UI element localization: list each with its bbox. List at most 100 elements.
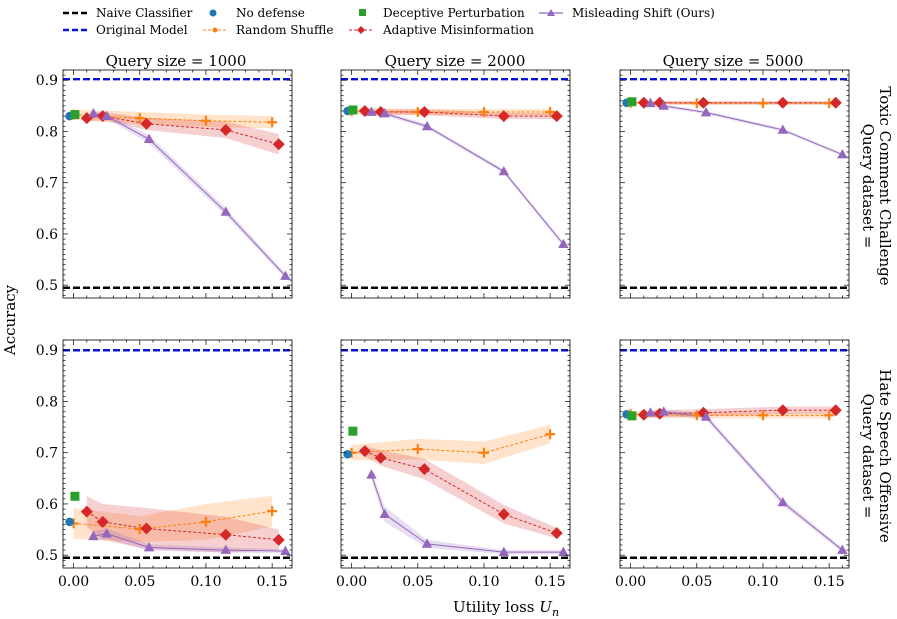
row-title-2-line1: Query dataset = (859, 394, 877, 519)
adaptive-misinformation-point (418, 106, 431, 119)
adaptive-misinformation-point (96, 515, 109, 528)
legend-no-defense: No defense (209, 6, 305, 20)
adaptive-misinformation-band (86, 496, 279, 553)
legend-no-defense-label: No defense (236, 6, 305, 20)
random-shuffle-point (757, 410, 768, 421)
row-title-2: Query dataset = Hate Speech Offensive (859, 369, 894, 543)
legend-original: Original Model (63, 23, 188, 37)
panel-2-3-plot-area (620, 349, 849, 559)
y-tick-label: 0.6 (36, 227, 58, 243)
adaptive-misinformation-point (219, 123, 232, 136)
misleading-shift-line (650, 102, 843, 156)
y-tick-label: 0.8 (36, 394, 58, 410)
misleading-shift-band (371, 470, 564, 555)
panel-2-2-frame (340, 339, 571, 569)
misleading-shift-point (837, 149, 848, 159)
misleading-shift-point (280, 545, 291, 555)
column-title-2: Query size = 2000 (385, 52, 526, 70)
adaptive-misinformation-point (140, 117, 153, 130)
random-shuffle-point (824, 410, 835, 421)
random-shuffle-line (630, 102, 830, 104)
x-tick-label: 0.05 (124, 574, 155, 590)
adaptive-misinformation-point (776, 404, 789, 417)
panel-2-1-ticks (63, 339, 292, 568)
random-shuffle-line (351, 110, 551, 113)
misleading-shift-point (700, 411, 712, 421)
y-tick-label: 0.9 (36, 73, 58, 89)
misleading-shift-point (366, 469, 377, 479)
random-shuffle-band (73, 109, 273, 129)
misleading-shift-point (837, 544, 848, 554)
misleading-shift-point (645, 407, 656, 417)
x-tick-label: 0.15 (535, 574, 566, 590)
x-axis-label-text: Utility loss (453, 598, 539, 616)
x-tick-label: 0.10 (190, 574, 221, 590)
random-shuffle-point (267, 117, 278, 128)
legend-random-shuffle-label: Random Shuffle (236, 23, 333, 37)
panel-1-2 (340, 69, 571, 299)
misleading-shift-point (658, 100, 669, 110)
no-defense-point (65, 517, 74, 527)
x-tick-label: 0.15 (814, 574, 845, 590)
random-shuffle-line (351, 433, 551, 454)
panel-2-1-plot-area (63, 349, 292, 559)
legend-original-label: Original Model (96, 23, 188, 37)
x-tick-label: 0.05 (681, 574, 712, 590)
misleading-shift-point (143, 133, 155, 144)
x-tick-label: 0.10 (747, 574, 778, 590)
misleading-shift-point (421, 538, 433, 548)
misleading-shift-point (220, 544, 232, 554)
misleading-shift-point (777, 124, 789, 134)
misleading-shift-point (645, 97, 656, 108)
random-shuffle-line (73, 114, 273, 123)
y-tick-label: 0.5 (36, 278, 58, 294)
panel-2-1: 0.5 0.6 0.7 0.8 0.9 0.00 0.05 0.10 0.15 (36, 339, 293, 590)
misleading-shift-line (371, 111, 564, 245)
x-tick-label: 0.05 (402, 574, 433, 590)
random-shuffle-point (200, 115, 211, 126)
random-shuffle-point (134, 113, 145, 124)
random-shuffle-point (412, 444, 423, 455)
legend-naive-label: Naive Classifier (96, 6, 193, 20)
legend-naive: Naive Classifier (63, 6, 193, 20)
misleading-shift-band (650, 409, 843, 553)
x-axis-label-sub: n (552, 606, 559, 619)
row-title-2-line2: Hate Speech Offensive (876, 369, 894, 543)
panel-1-3-ticks (620, 69, 849, 298)
y-tick-label: 0.7 (36, 176, 58, 192)
y-tick-label: 0.5 (36, 548, 58, 564)
random-shuffle-point (545, 429, 556, 440)
panel-1-3 (619, 69, 850, 299)
misleading-shift-point (101, 110, 112, 120)
panel-1-3-frame (619, 69, 850, 299)
panel-2-1-frame (62, 339, 293, 569)
y-tick-label: 0.6 (36, 497, 58, 513)
deceptive-perturbation-point (348, 105, 358, 115)
panel-2-3-ticks (620, 339, 849, 568)
panels: 0.50.60.70.80.90.50.60.70.80.90.00 0.05 0.… (36, 69, 850, 590)
x-tick-label: 0.15 (257, 574, 288, 590)
y-tick-label: 0.7 (36, 446, 58, 462)
random-shuffle-point (478, 447, 489, 458)
misleading-shift-point (101, 528, 112, 538)
misleading-shift-band (93, 528, 286, 554)
no-defense-point (343, 449, 352, 459)
adaptive-misinformation-line (86, 511, 279, 541)
misleading-shift-point (558, 546, 569, 556)
deceptive-perturbation-point (627, 411, 637, 421)
misleading-shift-point (280, 270, 291, 280)
row-title-1-line1: Query dataset = (859, 124, 877, 249)
legend-adaptive-label: Adaptive Misinformation (382, 23, 534, 37)
misleading-shift-point (379, 508, 390, 519)
deceptive-perturbation-point (348, 426, 358, 436)
adaptive-misinformation-point (550, 110, 563, 123)
random-shuffle-band (351, 425, 551, 464)
panel-2-2-plot-area (341, 349, 570, 559)
misleading-shift-band (371, 110, 564, 247)
y-axis-label: Accuracy (1, 284, 19, 356)
panel-1-2-plot-area (341, 78, 570, 289)
adaptive-misinformation-point (697, 96, 710, 109)
row-title-1: Query dataset = Toxic Comment Challenge (859, 86, 894, 285)
random-shuffle-line (73, 510, 273, 530)
